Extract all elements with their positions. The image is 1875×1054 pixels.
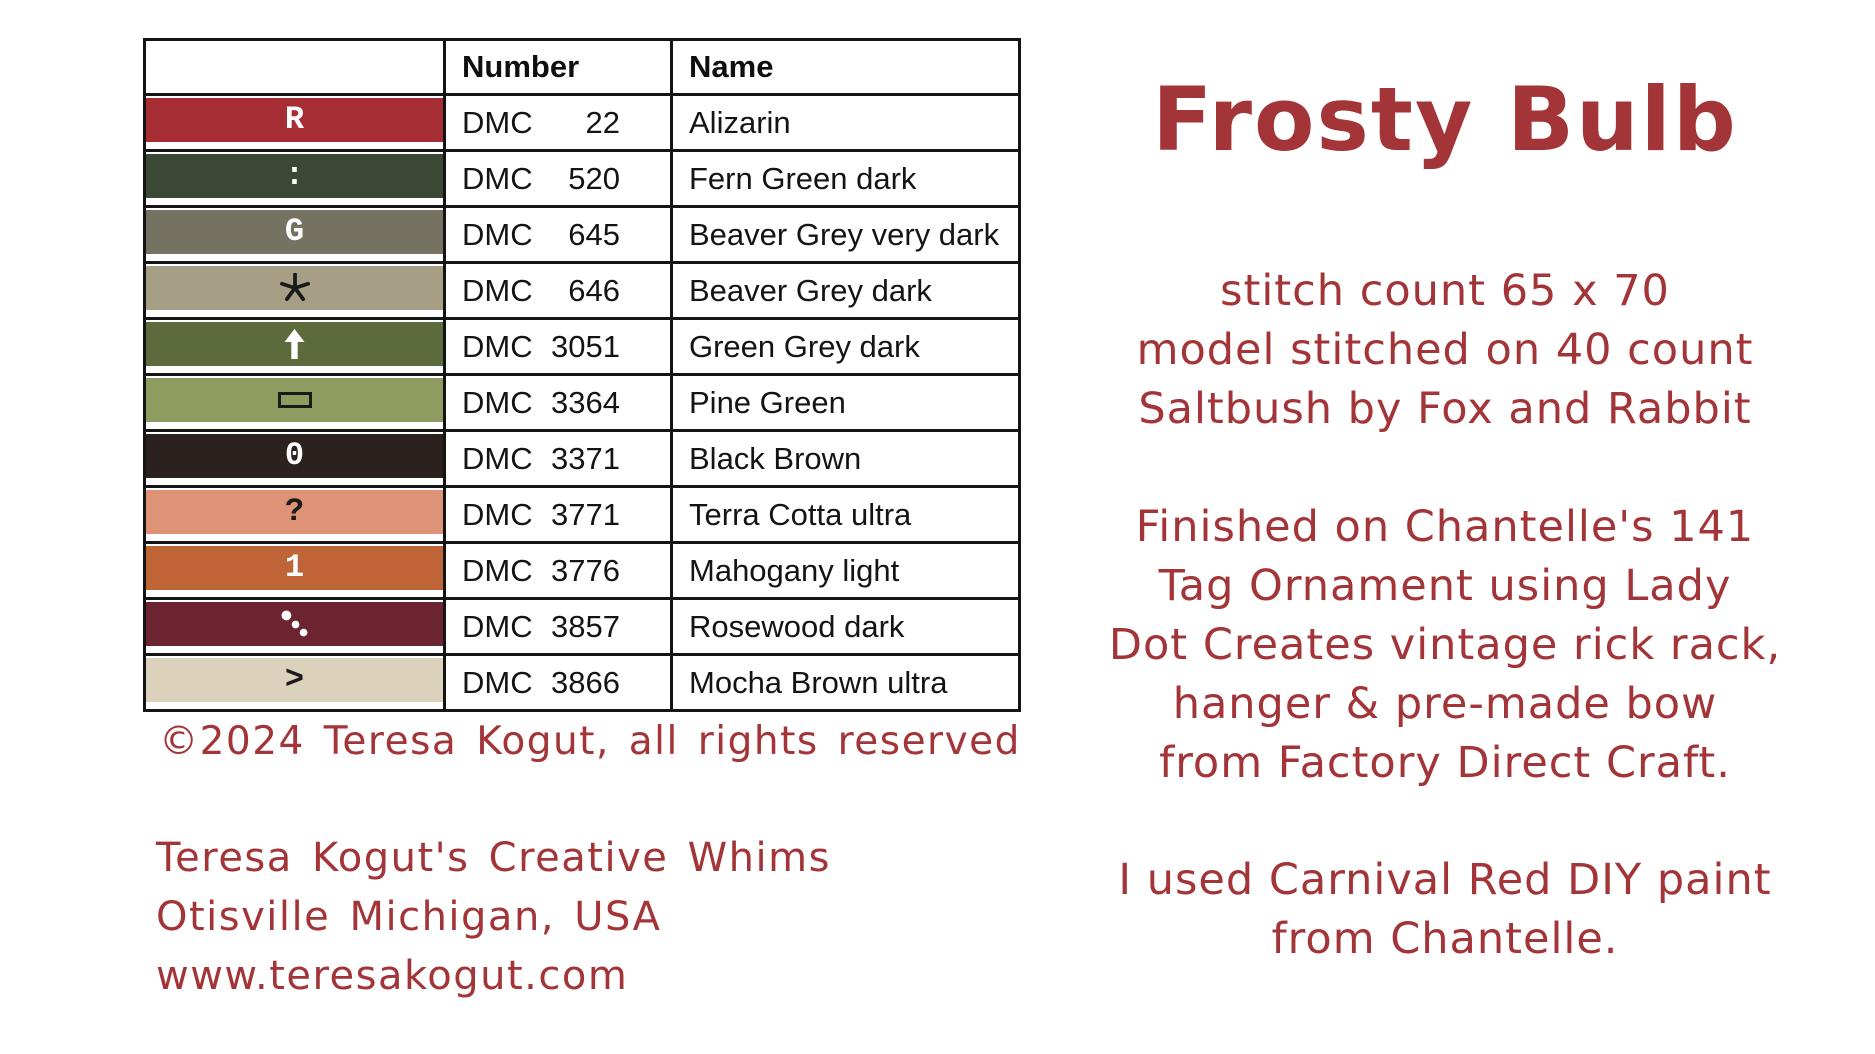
fabric-name-line: Saltbush by Fox and Rabbit [1138,384,1752,434]
floss-name: Rosewood dark [689,608,905,644]
paint-line: from Chantelle. [1271,914,1619,964]
floss-number: 645 [568,216,620,252]
table-row: DMC 646 Beaver Grey dark [143,261,1021,320]
floss-name: Alizarin [689,104,791,140]
floss-name: Mahogany light [689,552,900,588]
table-row: DMC 3857 Rosewood dark [143,597,1021,656]
floss-number: 3771 [551,496,620,532]
floss-number: 22 [585,104,620,140]
color-swatch [147,602,442,646]
colon-symbol: : [284,157,305,194]
digit-1-symbol: 1 [284,549,305,586]
brand-label: DMC [462,496,533,532]
finishing-info-block: Finished on Chantelle's 141 Tag Ornament… [1050,498,1840,793]
studio-location: Otisville Michigan, USA [156,894,662,940]
table-row: DMC 3051 Green Grey dark [143,317,1021,376]
finishing-line: Finished on Chantelle's 141 [1135,502,1755,552]
arrow-up-symbol [284,329,305,359]
floss-name: Beaver Grey dark [689,272,932,308]
paint-info-block: I used Carnival Red DIY paint from Chant… [1050,851,1840,969]
floss-number: 3866 [551,664,620,700]
table-row: G DMC 645 Beaver Grey very dark [143,205,1021,264]
floss-number: 3857 [551,608,620,644]
floss-number: 520 [568,160,620,196]
color-swatch [147,378,442,422]
color-swatch: 1 [147,546,442,590]
brand-label: DMC [462,328,533,364]
floss-number: 3371 [551,440,620,476]
floss-key-table: Number Name R DMC 22 Alizarin : DMC 520 Fe… [143,38,1021,712]
table-row: : DMC 520 Fern Green dark [143,149,1021,208]
color-swatch: > [147,658,442,702]
number-column-header: Number [443,38,673,96]
diagonal-dots-symbol [281,610,307,637]
model-fabric-line: model stitched on 40 count [1136,325,1754,375]
brand-label: DMC [462,384,533,420]
table-header-row: Number Name [143,38,1021,96]
website-url: www.teresakogut.com [156,953,629,999]
floss-number: 3776 [551,552,620,588]
stitch-info-block: stitch count 65 x 70 model stitched on 4… [1050,262,1840,439]
floss-name: Fern Green dark [689,160,917,196]
color-swatch: 0 [147,434,442,478]
rectangle-symbol [277,392,312,408]
table-row: 0 DMC 3371 Black Brown [143,429,1021,488]
finishing-line: hanger & pre-made bow [1172,679,1718,729]
digit-0-symbol: 0 [284,437,305,474]
studio-name: Teresa Kogut's Creative Whims [156,835,831,881]
finishing-line: from Factory Direct Craft. [1159,738,1731,788]
brand-label: DMC [462,664,533,700]
floss-name: Terra Cotta ultra [689,496,912,532]
brand-label: DMC [462,552,533,588]
floss-name: Pine Green [689,384,846,420]
table-row: ? DMC 3771 Terra Cotta ultra [143,485,1021,544]
color-swatch [147,322,442,366]
brand-label: DMC [462,216,533,252]
copyright-line: ©2024 Teresa Kogut, all rights reserved [159,719,1021,764]
color-swatch: : [147,154,442,198]
brand-label: DMC [462,104,533,140]
table-row: DMC 3364 Pine Green [143,373,1021,432]
floss-name: Beaver Grey very dark [689,216,1000,252]
brand-label: DMC [462,608,533,644]
letter-R-symbol: R [284,101,305,138]
studio-address-block: Teresa Kogut's Creative Whims Otisville … [156,829,831,1006]
pattern-title: Frosty Bulb [1152,68,1738,171]
letter-G-symbol: G [284,213,305,250]
brand-label: DMC [462,160,533,196]
color-swatch [147,266,442,310]
floss-number: 646 [568,272,620,308]
table-row: 1 DMC 3776 Mahogany light [143,541,1021,600]
stitch-count-line: stitch count 65 x 70 [1220,266,1670,316]
table-row: > DMC 3866 Mocha Brown ultra [143,653,1021,712]
greater-than-symbol: > [284,661,305,698]
floss-name: Mocha Brown ultra [689,664,948,700]
name-column-header: Name [670,38,1021,96]
brand-label: DMC [462,440,533,476]
brand-label: DMC [462,272,533,308]
color-swatch: ? [147,490,442,534]
floss-number: 3364 [551,384,620,420]
finishing-line: Tag Ornament using Lady [1158,561,1732,611]
symbol-column-header [143,38,446,96]
floss-number: 3051 [551,328,620,364]
color-swatch: G [147,210,442,254]
floss-name: Black Brown [689,440,862,476]
floss-name: Green Grey dark [689,328,920,364]
color-swatch: R [147,98,442,142]
paint-line: I used Carnival Red DIY paint [1118,855,1772,905]
question-mark-symbol: ? [284,493,305,530]
star-symbol [279,273,310,301]
table-row: R DMC 22 Alizarin [143,93,1021,152]
finishing-line: Dot Creates vintage rick rack, [1108,620,1782,670]
